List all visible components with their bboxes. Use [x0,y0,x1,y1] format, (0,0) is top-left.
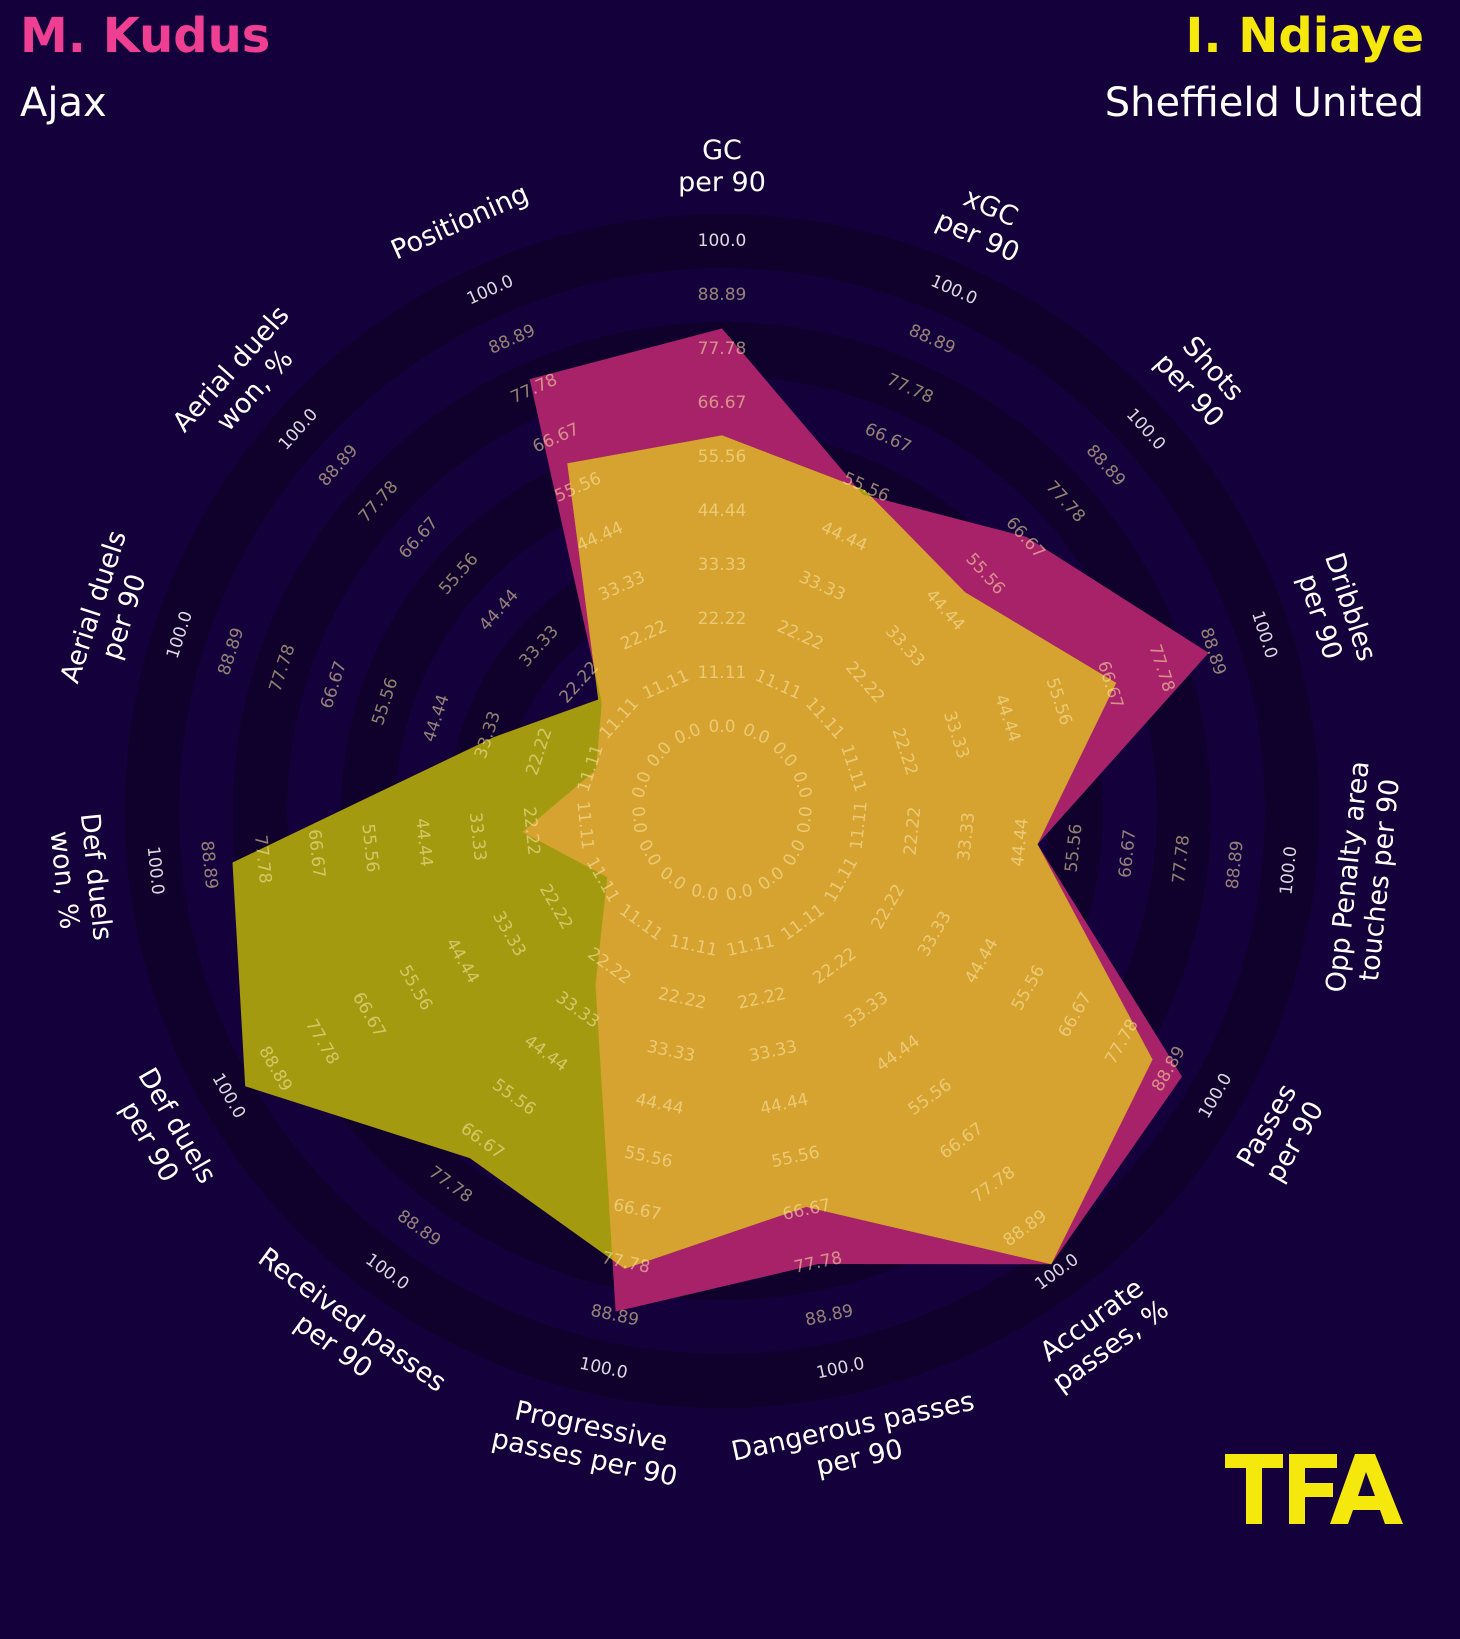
player-1-name: M. Kudus [20,8,271,64]
axis-label-line: per 90 [678,167,766,198]
ring-value-label: 44.44 [698,501,747,521]
tfa-logo [1225,1454,1403,1524]
axis-label: Dribblesper 90 [1288,549,1382,675]
ring-value-label: 66.67 [698,393,747,413]
ring-value-label: 33.33 [698,555,747,575]
ring-value-label: 88.89 [698,285,747,305]
tfa-logo-f [1289,1454,1337,1524]
ring-value-label: 0.0 [627,805,650,834]
ring-value-label: 0.0 [794,805,817,834]
ring-value-label: 11.11 [698,663,747,683]
ring-value-label: 55.56 [698,447,747,467]
series-overlap-area [522,435,1153,1269]
ring-value-label: 0.0 [708,717,735,737]
ring-value-label: 77.78 [698,339,747,359]
axis-label: xGCper 90 [931,176,1037,269]
axis-label-line: GC [702,135,742,166]
player-2-team: Sheffield United [1104,80,1424,126]
axis-label: Progressivepasses per 90 [489,1392,687,1493]
tfa-logo-a [1330,1454,1403,1524]
axis-label: GC per 90 [678,135,766,198]
tfa-logo-t [1225,1454,1283,1524]
ring-value-label: 22.22 [698,609,747,629]
axis-label: Def duelswon, % [42,812,118,946]
ring-value-label: 100.0 [698,231,747,251]
player-2-name: I. Ndiaye [1185,8,1424,64]
axis-label: Opp Penalty areatouches per 90 [1321,760,1408,998]
player-1-team: Ajax [20,80,107,126]
